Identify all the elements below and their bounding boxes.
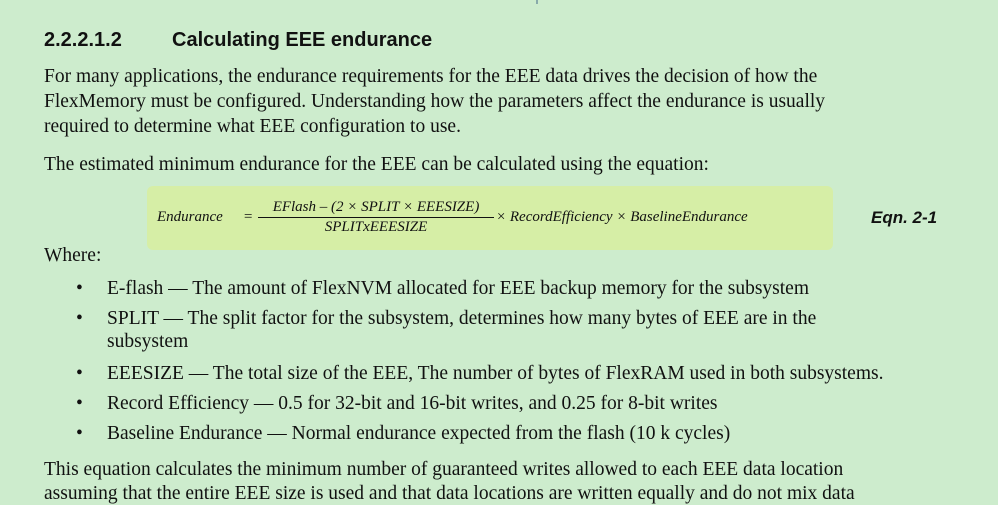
equation-fraction: EFlash – (2 × SPLIT × EEESIZE) SPLITxEEE… (258, 199, 494, 236)
list-item: SPLIT — The split factor for the subsyst… (107, 308, 817, 329)
equation-highlight (147, 186, 833, 250)
decorative-mark (536, 0, 538, 4)
paragraph-line: FlexMemory must be configured. Understan… (44, 91, 826, 112)
where-label: Where: (44, 245, 102, 266)
bullet-icon: • (76, 423, 83, 444)
list-item: Record Efficiency — 0.5 for 32-bit and 1… (107, 393, 718, 414)
equation-equals: = (243, 209, 254, 225)
paragraph-line: assuming that the entire EEE size is use… (44, 483, 855, 504)
paragraph-line: For many applications, the endurance req… (44, 66, 818, 87)
bullet-icon: • (76, 278, 83, 299)
equation-rhs: × RecordEfficiency × BaselineEndurance (496, 209, 748, 225)
list-item-continuation: subsystem (107, 331, 189, 352)
section-title: Calculating EEE endurance (172, 29, 433, 51)
bullet-icon: • (76, 308, 83, 329)
equation-denominator: SPLITxEEESIZE (324, 219, 428, 235)
paragraph-line: required to determine what EEE configura… (44, 116, 461, 137)
list-item: Baseline Endurance — Normal endurance ex… (107, 423, 731, 444)
list-item: EEESIZE — The total size of the EEE, The… (107, 363, 884, 384)
equation-label: Eqn. 2-1 (871, 208, 938, 227)
paragraph-line: This equation calculates the minimum num… (44, 459, 844, 480)
section-number: 2.2.2.1.2 (44, 29, 122, 51)
paragraph-line: The estimated minimum endurance for the … (44, 154, 709, 175)
equation-lhs: Endurance (157, 209, 223, 225)
bullet-icon: • (76, 363, 83, 384)
equation-numerator: EFlash – (2 × SPLIT × EEESIZE) (258, 199, 494, 218)
bullet-icon: • (76, 393, 83, 414)
list-item: E-flash — The amount of FlexNVM allocate… (107, 278, 810, 299)
